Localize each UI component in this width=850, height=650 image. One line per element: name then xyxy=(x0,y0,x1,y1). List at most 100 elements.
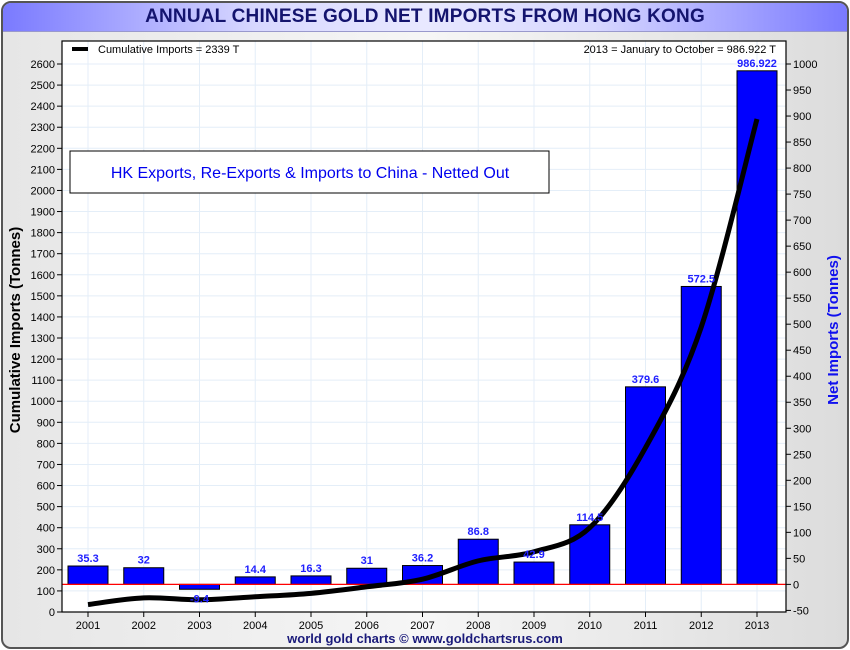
plot-border xyxy=(61,40,787,613)
x-tick-label: 2001 xyxy=(76,620,100,632)
bar-2011 xyxy=(625,386,666,585)
right-tick-label: 200 xyxy=(793,475,811,487)
right-tick-label: 600 xyxy=(793,267,811,279)
data-label-2010: 114.5 xyxy=(576,512,603,524)
data-label-2009: 42.9 xyxy=(523,549,544,561)
bar-2004 xyxy=(234,576,276,585)
data-label-2003: -9.4 xyxy=(190,593,210,605)
left-tick-label: 0 xyxy=(49,607,55,619)
right-tick-label: 50 xyxy=(793,553,805,565)
bar-2010 xyxy=(569,524,611,585)
left-axis: 0 100 200 300 400 500 600 700 800 900 1000 1100 1200… xyxy=(31,59,62,619)
bar-2005 xyxy=(290,575,332,585)
right-tick-label: 0 xyxy=(793,579,799,591)
x-axis: 2001 2002 2003 2004 2005 2006 2007 2008 2009 2010… xyxy=(76,612,769,632)
left-tick-label: 500 xyxy=(37,502,55,514)
right-tick-label: 650 xyxy=(793,241,811,253)
x-tick-label: 2003 xyxy=(187,620,211,632)
x-tick-label: 2002 xyxy=(132,620,156,632)
right-tick-label: 750 xyxy=(793,189,811,201)
left-tick-label: 700 xyxy=(37,459,55,471)
left-tick-label: 300 xyxy=(37,544,55,556)
x-tick-label: 2010 xyxy=(578,620,602,632)
data-label-2001: 35.3 xyxy=(77,553,98,565)
right-tick-label: 350 xyxy=(793,397,811,409)
right-tick-label: 100 xyxy=(793,527,811,539)
plot-area xyxy=(62,41,786,612)
left-tick-label: 1300 xyxy=(31,333,55,345)
footer-credit: world gold charts © www.goldchartsrus.co… xyxy=(286,631,563,646)
bars xyxy=(67,70,778,590)
right-tick-label: -50 xyxy=(793,605,809,617)
chart-title: ANNUAL CHINESE GOLD NET IMPORTS FROM HON… xyxy=(145,6,705,27)
left-tick-label: 2300 xyxy=(31,122,55,134)
right-tick-label: 150 xyxy=(793,501,811,513)
left-tick-label: 1200 xyxy=(31,354,55,366)
data-label-2004: 14.4 xyxy=(245,564,267,576)
left-tick-label: 2000 xyxy=(31,185,55,197)
bar-2006 xyxy=(346,567,388,585)
right-tick-label: 1000 xyxy=(793,59,817,71)
right-tick-label: 400 xyxy=(793,371,811,383)
left-tick-label: 400 xyxy=(37,523,55,535)
left-tick-label: 200 xyxy=(37,565,55,577)
legend-swatch xyxy=(72,47,88,51)
x-tick-label: 2005 xyxy=(299,620,323,632)
left-tick-label: 1400 xyxy=(31,312,55,324)
right-tick-label: 550 xyxy=(793,293,811,305)
left-tick-label: 1000 xyxy=(31,396,55,408)
bar-2001 xyxy=(67,565,109,585)
cumulative-line xyxy=(87,118,760,608)
x-tick-label: 2006 xyxy=(355,620,379,632)
data-label-2013: 986.922 xyxy=(737,58,777,70)
annotation-text: HK Exports, Re-Exports & Imports to Chin… xyxy=(111,165,510,182)
left-tick-label: 2600 xyxy=(31,59,55,71)
right-tick-label: 950 xyxy=(793,85,811,97)
x-tick-label: 2004 xyxy=(243,620,267,632)
left-tick-label: 2100 xyxy=(31,164,55,176)
data-label-2005: 16.3 xyxy=(300,563,321,575)
left-tick-label: 800 xyxy=(37,438,55,450)
left-tick-label: 2400 xyxy=(31,101,55,113)
data-label-2012: 572.5 xyxy=(687,273,715,285)
data-label-2011: 379.6 xyxy=(632,374,660,386)
x-tick-label: 2008 xyxy=(466,620,490,632)
left-tick-label: 2500 xyxy=(31,80,55,92)
left-tick-label: 1900 xyxy=(31,207,55,219)
right-tick-label: 850 xyxy=(793,137,811,149)
left-tick-label: 1600 xyxy=(31,270,55,282)
note-right: 2013 = January to October = 986.922 T xyxy=(584,44,777,56)
right-tick-label: 800 xyxy=(793,163,811,175)
left-tick-label: 600 xyxy=(37,481,55,493)
right-tick-label: 300 xyxy=(793,423,811,435)
bar-2012 xyxy=(680,285,722,585)
data-label-2007: 36.2 xyxy=(412,553,433,565)
left-tick-label: 1500 xyxy=(31,291,55,303)
bar-2009 xyxy=(513,561,555,585)
right-axis: -50 0 50 100 150 200 250 300 350 400 450 500 550 600 6… xyxy=(786,59,817,617)
annotation-box xyxy=(69,150,550,194)
right-tick-label: 450 xyxy=(793,345,811,357)
x-tick-label: 2011 xyxy=(634,620,658,632)
bar-2002 xyxy=(123,567,165,585)
bar-2013 xyxy=(736,70,778,585)
right-axis-label: Net Imports (Tonnes) xyxy=(825,255,842,405)
right-tick-label: 250 xyxy=(793,449,811,461)
legend-entry: Cumulative Imports = 2339 T xyxy=(98,44,240,56)
data-label-2002: 32 xyxy=(138,555,150,567)
right-tick-label: 500 xyxy=(793,319,811,331)
right-tick-label: 700 xyxy=(793,215,811,227)
data-labels: 35.3 32 -9.4 14.4 16.3 31 36.2 86.8 42.9 114.5 379… xyxy=(77,58,777,605)
x-tick-label: 2009 xyxy=(522,620,546,632)
left-tick-label: 1700 xyxy=(31,249,55,261)
left-tick-label: 2200 xyxy=(31,143,55,155)
left-tick-label: 900 xyxy=(37,417,55,429)
left-tick-label: 1100 xyxy=(31,375,55,387)
title-bar: ANNUAL CHINESE GOLD NET IMPORTS FROM HON… xyxy=(3,3,847,32)
x-tick-label: 2012 xyxy=(689,620,713,632)
x-tick-label: 2013 xyxy=(745,620,769,632)
bar-2003 xyxy=(179,583,220,590)
data-label-2006: 31 xyxy=(361,555,373,567)
left-tick-label: 100 xyxy=(37,586,55,598)
